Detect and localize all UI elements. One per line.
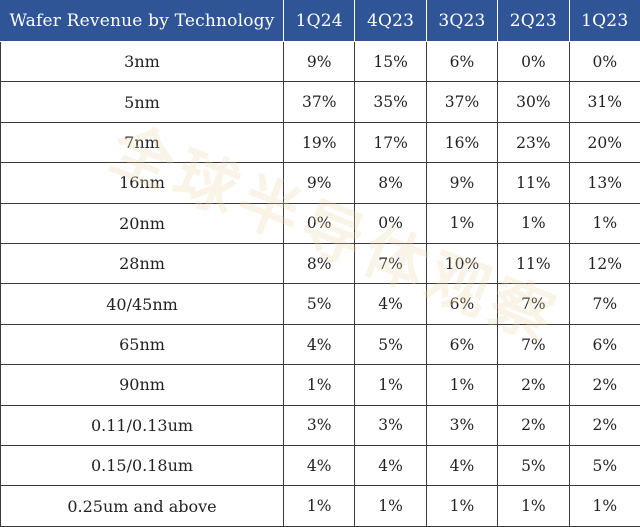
value-cell: 11%: [497, 243, 570, 285]
value-cell: 1%: [425, 202, 499, 245]
value-cell: 37%: [282, 81, 356, 123]
value-cell: 19%: [282, 121, 356, 164]
tech-cell: 65nm: [0, 323, 284, 366]
value-cell: 0%: [354, 202, 427, 245]
value-cell: 1%: [282, 485, 356, 527]
value-cell: 9%: [425, 162, 499, 204]
value-cell: 4%: [282, 323, 356, 366]
value-cell: 7%: [497, 283, 570, 325]
value-cell: 12%: [568, 243, 640, 285]
table-row: 28nm 8% 7% 10% 11% 12%: [0, 243, 640, 285]
value-cell: 4%: [354, 283, 427, 325]
tech-cell: 0.11/0.13um: [0, 404, 284, 447]
value-cell: 2%: [568, 404, 640, 447]
header-technology: Wafer Revenue by Technology: [0, 0, 284, 42]
value-cell: 7%: [354, 243, 427, 285]
value-cell: 3%: [282, 404, 356, 447]
table-row: 90nm 1% 1% 1% 2% 2%: [0, 364, 640, 406]
value-cell: 5%: [497, 445, 570, 487]
value-cell: 3%: [354, 404, 427, 447]
table-row: 0.25um and above 1% 1% 1% 1% 1%: [0, 485, 640, 527]
value-cell: 6%: [568, 323, 640, 366]
table-row: 40/45nm 5% 4% 6% 7% 7%: [0, 283, 640, 325]
value-cell: 6%: [425, 283, 499, 325]
value-cell: 5%: [282, 283, 356, 325]
value-cell: 16%: [425, 121, 499, 164]
value-cell: 10%: [425, 243, 499, 285]
tech-cell: 16nm: [0, 162, 284, 204]
value-cell: 15%: [354, 40, 427, 83]
table-row: 0.11/0.13um 3% 3% 3% 2% 2%: [0, 404, 640, 447]
value-cell: 8%: [282, 243, 356, 285]
value-cell: 35%: [354, 81, 427, 123]
value-cell: 20%: [568, 121, 640, 164]
value-cell: 1%: [497, 485, 570, 527]
value-cell: 13%: [568, 162, 640, 204]
value-cell: 2%: [497, 404, 570, 447]
value-cell: 37%: [425, 81, 499, 123]
tech-cell: 7nm: [0, 121, 284, 164]
header-row: Wafer Revenue by Technology 1Q24 4Q23 3Q…: [0, 0, 640, 42]
table-row: 65nm 4% 5% 6% 7% 6%: [0, 323, 640, 366]
value-cell: 7%: [497, 323, 570, 366]
value-cell: 2%: [568, 364, 640, 406]
tech-cell: 90nm: [0, 364, 284, 406]
tech-cell: 28nm: [0, 243, 284, 285]
table-row: 0.15/0.18um 4% 4% 4% 5% 5%: [0, 445, 640, 487]
tech-cell: 5nm: [0, 81, 284, 123]
value-cell: 6%: [425, 323, 499, 366]
value-cell: 0%: [282, 202, 356, 245]
value-cell: 7%: [568, 283, 640, 325]
value-cell: 1%: [354, 364, 427, 406]
value-cell: 0%: [497, 40, 570, 83]
value-cell: 2%: [497, 364, 570, 406]
value-cell: 0%: [568, 40, 640, 83]
tech-cell: 40/45nm: [0, 283, 284, 325]
table-row: 20nm 0% 0% 1% 1% 1%: [0, 202, 640, 245]
value-cell: 31%: [568, 81, 640, 123]
tech-cell: 20nm: [0, 202, 284, 245]
value-cell: 1%: [497, 202, 570, 245]
table-row: 5nm 37% 35% 37% 30% 31%: [0, 81, 640, 123]
value-cell: 1%: [425, 364, 499, 406]
value-cell: 1%: [425, 485, 499, 527]
value-cell: 1%: [568, 485, 640, 527]
value-cell: 4%: [354, 445, 427, 487]
header-1q23: 1Q23: [568, 0, 640, 42]
value-cell: 1%: [354, 485, 427, 527]
value-cell: 1%: [282, 364, 356, 406]
value-cell: 1%: [568, 202, 640, 245]
value-cell: 4%: [425, 445, 499, 487]
header-2q23: 2Q23: [497, 0, 570, 42]
header-1q24: 1Q24: [282, 0, 356, 42]
tech-cell: 3nm: [0, 40, 284, 83]
value-cell: 4%: [282, 445, 356, 487]
value-cell: 23%: [497, 121, 570, 164]
value-cell: 17%: [354, 121, 427, 164]
value-cell: 5%: [568, 445, 640, 487]
value-cell: 9%: [282, 162, 356, 204]
value-cell: 6%: [425, 40, 499, 83]
value-cell: 30%: [497, 81, 570, 123]
table-row: 16nm 9% 8% 9% 11% 13%: [0, 162, 640, 204]
header-4q23: 4Q23: [354, 0, 427, 42]
tech-cell: 0.25um and above: [0, 485, 284, 527]
table-row: 3nm 9% 15% 6% 0% 0%: [0, 40, 640, 83]
value-cell: 5%: [354, 323, 427, 366]
value-cell: 8%: [354, 162, 427, 204]
value-cell: 3%: [425, 404, 499, 447]
header-3q23: 3Q23: [425, 0, 499, 42]
tech-cell: 0.15/0.18um: [0, 445, 284, 487]
value-cell: 11%: [497, 162, 570, 204]
value-cell: 9%: [282, 40, 356, 83]
table-row: 7nm 19% 17% 16% 23% 20%: [0, 121, 640, 164]
